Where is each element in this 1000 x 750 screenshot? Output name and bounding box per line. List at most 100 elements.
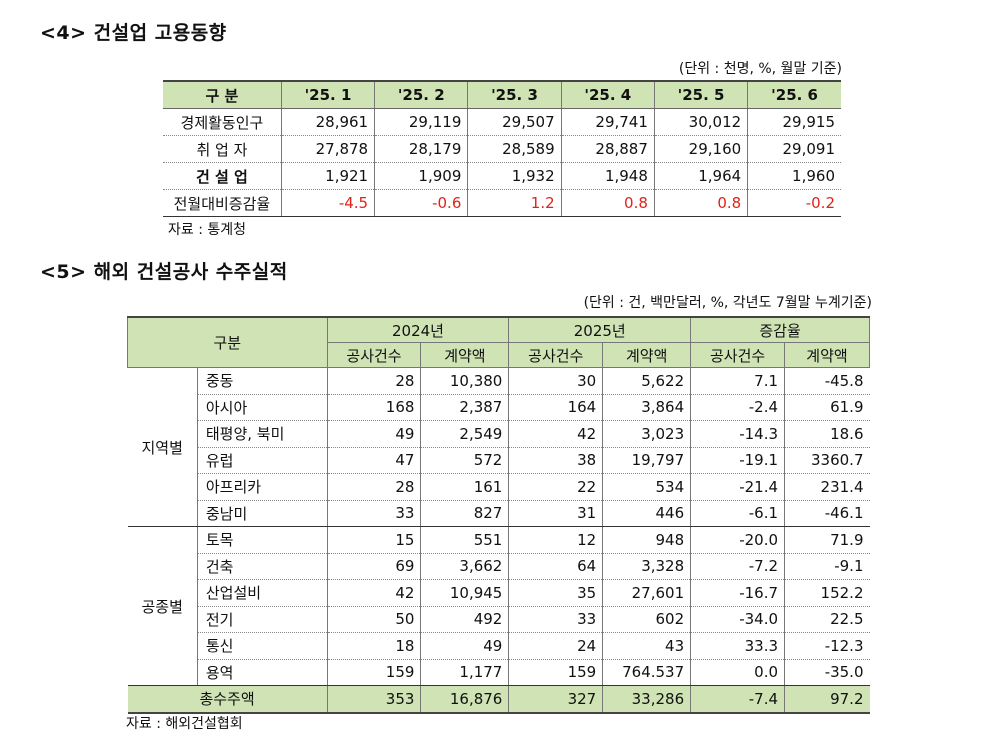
header-row-top: 구분 2024년 2025년 증감율	[127, 316, 870, 368]
table-cell: 15	[326, 526, 421, 554]
table-cell: -34.0	[690, 606, 785, 633]
header-cell: '25. 4	[560, 80, 655, 109]
table-cell: 5,622	[602, 367, 691, 395]
row-label: 경제활동인구	[163, 108, 282, 136]
table-cell: 1.2	[467, 189, 562, 217]
table-cell: 50	[326, 606, 421, 633]
table-cell: 2,549	[420, 420, 509, 448]
table-cell: 31	[508, 500, 603, 527]
table-cell: 3,328	[602, 553, 691, 580]
table-row: 지역별 중동 28 10,380 30 5,622 7.1 -45.8	[127, 367, 870, 527]
total-label: 총수주액	[127, 685, 328, 714]
table-cell: 43	[602, 632, 691, 660]
table-cell: 492	[420, 606, 509, 633]
table-cell: 22.5	[784, 606, 870, 633]
table-cell: 3360.7	[784, 447, 870, 474]
table-cell: 168	[326, 394, 421, 421]
table-cell: 7.1	[690, 367, 785, 395]
table-cell: 22	[508, 473, 603, 501]
table-cell: 42	[326, 579, 421, 607]
table-cell: -45.8	[784, 367, 870, 395]
table-cell: 29,091	[747, 135, 841, 163]
table-cell: 764.537	[602, 659, 691, 686]
table-cell: 28,589	[467, 135, 562, 163]
row-label: 아프리카	[196, 473, 328, 501]
header-cell: '25. 3	[467, 80, 562, 109]
table-row: 아시아 168 2,387 164 3,864 -2.4 61.9	[128, 394, 870, 421]
table-row: 태평양, 북미 49 2,549 42 3,023 -14.3 18.6	[128, 420, 870, 448]
header-count: 공사건수	[326, 342, 422, 368]
table-cell: 353	[326, 685, 421, 714]
header-year-2025: 2025년	[508, 316, 692, 343]
table-cell: 69	[326, 553, 421, 580]
table-row: 중남미 33 827 31 446 -6.1 -46.1	[128, 500, 870, 527]
table-cell: 0.8	[560, 189, 655, 217]
table-cell: 1,960	[747, 162, 841, 190]
header-category: 구분	[127, 316, 328, 368]
table-cell: 30,012	[653, 108, 748, 136]
table-cell: -21.4	[690, 473, 785, 501]
row-label: 건 설 업	[163, 162, 282, 190]
overseas-orders-table: 구분 2024년 2025년 증감율 공사건수 계약액 공사건수 계약액 공사건…	[127, 316, 870, 714]
table-cell: 28	[326, 473, 421, 501]
row-label: 용역	[196, 659, 328, 686]
section5-source: 자료 : 해외건설협회	[126, 716, 243, 732]
table-cell: -2.4	[690, 394, 785, 421]
header-cell: '25. 5	[653, 80, 748, 109]
row-label: 아시아	[196, 394, 328, 421]
row-label: 태평양, 북미	[196, 420, 328, 448]
table-cell: 152.2	[784, 579, 870, 607]
table-row: 건 설 업 1,921 1,909 1,932 1,948 1,964 1,96…	[163, 162, 841, 190]
table-cell: 33	[508, 606, 603, 633]
table-cell: 27,878	[280, 135, 375, 163]
table-cell: -0.6	[374, 189, 468, 217]
header-row-sub: 공사건수 계약액 공사건수 계약액 공사건수 계약액	[128, 342, 870, 368]
table-cell: -4.5	[280, 189, 375, 217]
table-row: 아프리카 28 161 22 534 -21.4 231.4	[128, 473, 870, 501]
table-cell: 28,179	[374, 135, 468, 163]
table-cell: 1,909	[374, 162, 468, 190]
table-cell: 28,961	[280, 108, 375, 136]
table-row: 전기 50 492 33 602 -34.0 22.5	[128, 606, 870, 633]
table-cell: 18	[326, 632, 421, 660]
table-cell: -46.1	[784, 500, 870, 527]
row-label: 토목	[196, 526, 328, 554]
section5-unit: (단위 : 건, 백만달러, %, 각년도 7월말 누계기준)	[583, 295, 872, 311]
section4-unit: (단위 : 천명, %, 월말 기준)	[678, 61, 842, 77]
table-cell: -20.0	[690, 526, 785, 554]
table-cell: -12.3	[784, 632, 870, 660]
row-label: 중남미	[196, 500, 328, 527]
header-cell: '25. 2	[374, 80, 468, 109]
header-count: 공사건수	[690, 342, 786, 368]
header-cell: '25. 6	[747, 80, 841, 109]
table-cell: 3,864	[602, 394, 691, 421]
table-row: 건축 69 3,662 64 3,328 -7.2 -9.1	[128, 553, 870, 580]
section4-title: <4> 건설업 고용동향	[40, 22, 227, 44]
table-cell: 29,160	[653, 135, 748, 163]
header-amount: 계약액	[784, 342, 870, 368]
table-cell: 24	[508, 632, 603, 660]
table-cell: 29,119	[374, 108, 468, 136]
table-cell: 49	[420, 632, 509, 660]
table-cell: 42	[508, 420, 603, 448]
table-cell: 29,507	[467, 108, 562, 136]
table-cell: 33.3	[690, 632, 785, 660]
row-label: 전기	[196, 606, 328, 633]
table-cell: 327	[508, 685, 603, 714]
table-cell: 61.9	[784, 394, 870, 421]
group-label: 지역별	[127, 367, 198, 527]
table-cell: 29,741	[560, 108, 655, 136]
header-count: 공사건수	[508, 342, 604, 368]
row-label: 건축	[196, 553, 328, 580]
section4-source: 자료 : 통계청	[168, 222, 247, 238]
table-cell: 16,876	[420, 685, 509, 714]
table-cell: 49	[326, 420, 421, 448]
table-cell: 35	[508, 579, 603, 607]
table-cell: 161	[420, 473, 509, 501]
table-cell: 38	[508, 447, 603, 474]
table-cell: 0.0	[690, 659, 785, 686]
header-amount: 계약액	[420, 342, 510, 368]
table-cell: -7.4	[690, 685, 785, 714]
row-label: 통신	[196, 632, 328, 660]
table-cell: 1,177	[420, 659, 509, 686]
